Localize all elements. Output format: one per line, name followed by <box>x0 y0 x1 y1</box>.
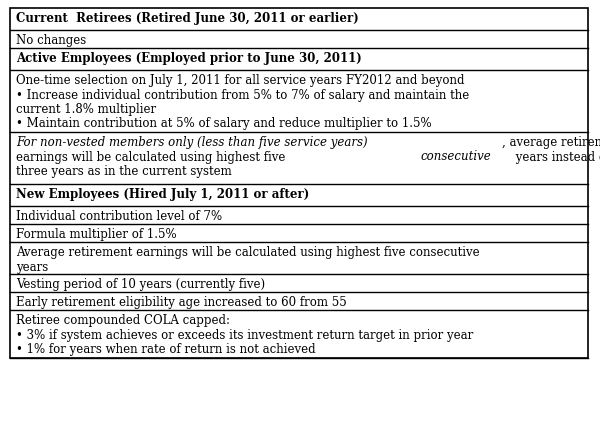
Text: Individual contribution level of 7%: Individual contribution level of 7% <box>16 210 222 223</box>
Text: • 1% for years when rate of return is not achieved: • 1% for years when rate of return is no… <box>16 343 316 356</box>
Text: years instead of best: years instead of best <box>512 150 600 164</box>
Text: No changes: No changes <box>16 34 86 47</box>
Text: • 3% if system achieves or exceeds its investment return target in prior year: • 3% if system achieves or exceeds its i… <box>16 328 473 341</box>
Text: Active Employees (Employed prior to June 30, 2011): Active Employees (Employed prior to June… <box>16 52 362 65</box>
Text: One-time selection on July 1, 2011 for all service years FY2012 and beyond: One-time selection on July 1, 2011 for a… <box>16 74 464 87</box>
Text: • Maintain contribution at 5% of salary and reduce multiplier to 1.5%: • Maintain contribution at 5% of salary … <box>16 117 431 130</box>
Text: For non-vested members only (less than five service years): For non-vested members only (less than f… <box>16 136 368 149</box>
Text: , average retirement: , average retirement <box>502 136 600 149</box>
Text: Retiree compounded COLA capped:: Retiree compounded COLA capped: <box>16 314 230 327</box>
Text: New Employees (Hired July 1, 2011 or after): New Employees (Hired July 1, 2011 or aft… <box>16 188 309 201</box>
Text: earnings will be calculated using highest five: earnings will be calculated using highes… <box>16 150 289 164</box>
Text: Current  Retirees (Retired June 30, 2011 or earlier): Current Retirees (Retired June 30, 2011 … <box>16 12 359 25</box>
Text: Formula multiplier of 1.5%: Formula multiplier of 1.5% <box>16 228 176 241</box>
Text: • Increase individual contribution from 5% to 7% of salary and maintain the: • Increase individual contribution from … <box>16 89 469 102</box>
Bar <box>10 8 588 358</box>
Text: Early retirement eligibility age increased to 60 from 55: Early retirement eligibility age increas… <box>16 296 347 309</box>
Text: three years as in the current system: three years as in the current system <box>16 165 232 178</box>
Text: consecutive: consecutive <box>420 150 491 164</box>
Text: current 1.8% multiplier: current 1.8% multiplier <box>16 103 156 116</box>
Text: years: years <box>16 260 48 273</box>
Text: Average retirement earnings will be calculated using highest five consecutive: Average retirement earnings will be calc… <box>16 246 479 259</box>
Text: Vesting period of 10 years (currently five): Vesting period of 10 years (currently fi… <box>16 278 265 291</box>
